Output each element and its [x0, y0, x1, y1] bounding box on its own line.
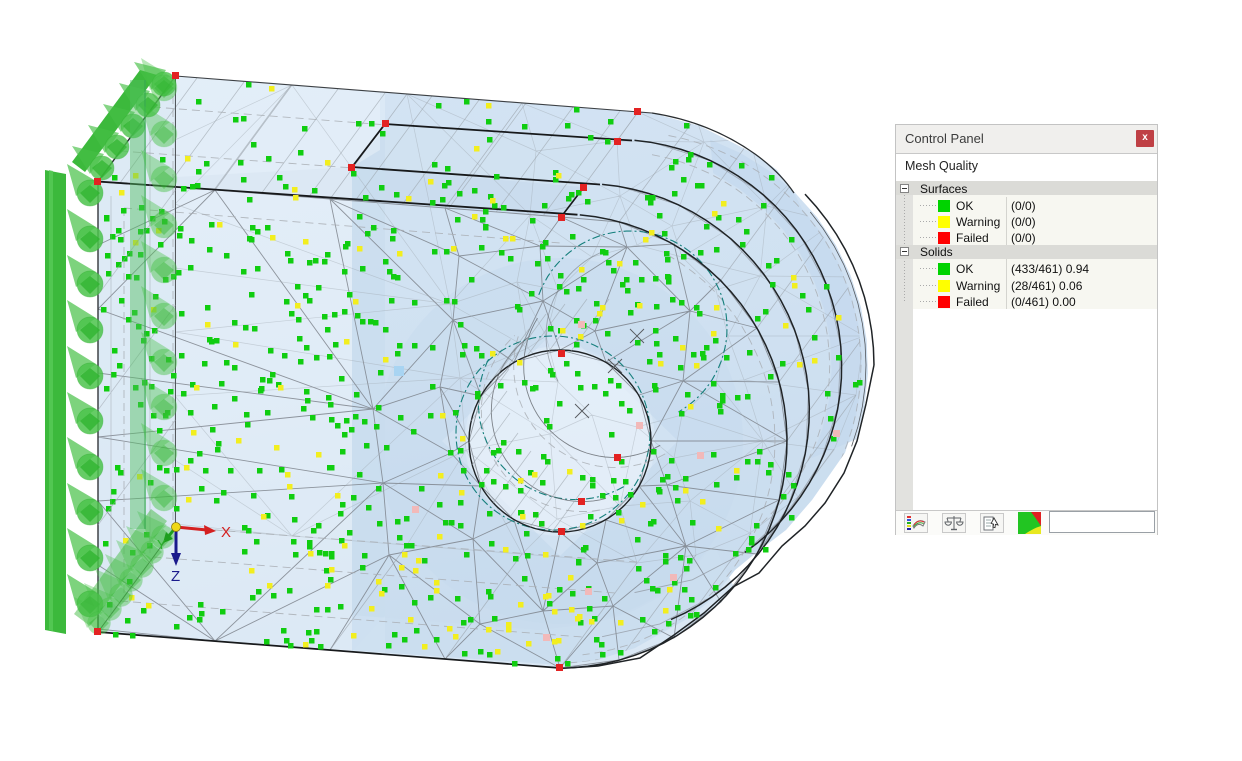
svg-text:X: X: [221, 524, 231, 541]
svg-text:Y: Y: [157, 537, 166, 552]
svg-text:Z: Z: [171, 568, 180, 585]
